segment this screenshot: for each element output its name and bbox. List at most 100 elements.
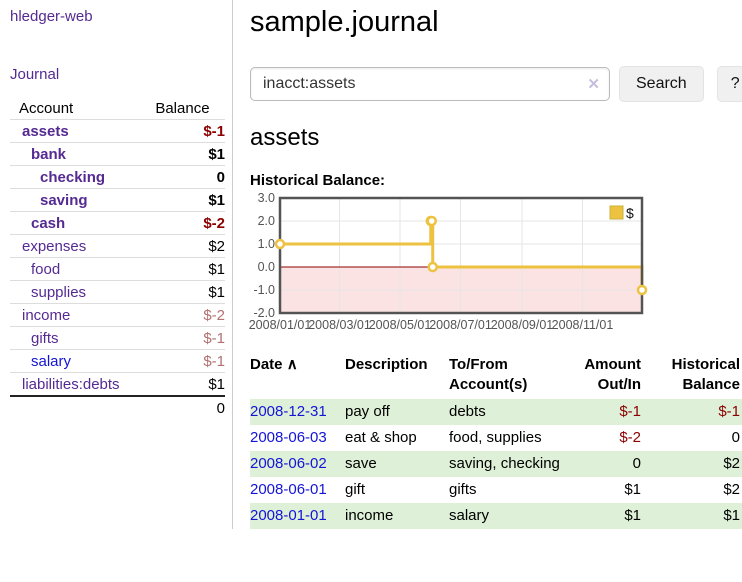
- account-link-bank[interactable]: bank: [31, 146, 67, 163]
- account-row: assets $-1: [10, 119, 225, 143]
- chart-title: Historical Balance:: [250, 172, 386, 189]
- account-balance: $1: [146, 372, 225, 396]
- transaction-accounts: saving, checking: [449, 455, 560, 472]
- page: hledger-web Journal Account Balance asse…: [0, 0, 742, 529]
- svg-text:-2.0: -2.0: [253, 306, 275, 320]
- clear-search-icon[interactable]: ✕: [587, 76, 600, 93]
- historical-balance-chart: $3.0 2.0 1.0 0.0 -1.0 -2.0 2008/01/01 2008/03/0…: [249, 191, 736, 337]
- account-link-gifts[interactable]: gifts: [31, 330, 59, 347]
- transaction-balance: 0: [731, 429, 740, 446]
- account-balance: $2: [146, 234, 225, 258]
- balance-column-header: Balance: [155, 100, 210, 117]
- svg-text:2008/01/01: 2008/01/01: [249, 318, 312, 332]
- app-title: hledger-web: [10, 8, 224, 26]
- search-input[interactable]: [250, 67, 610, 101]
- transaction-date-link[interactable]: 2008-06-01: [250, 481, 327, 498]
- account-row: saving $1: [10, 188, 225, 212]
- accounts-total-row: 0: [10, 395, 225, 419]
- legend-swatch: [609, 205, 624, 220]
- svg-text:3.0: 3.0: [258, 191, 275, 205]
- app-title-link[interactable]: hledger-web: [10, 8, 93, 25]
- account-balance: $1: [146, 142, 225, 166]
- account-balance: $-1: [146, 326, 225, 350]
- account-balance: $1: [146, 280, 225, 304]
- transaction-balance: $-1: [718, 403, 740, 420]
- register-header-row: Date ∧ Description To/From Account(s) Amo…: [250, 353, 742, 399]
- account-balance: $1: [146, 257, 225, 281]
- search-row: ✕ Search ?: [250, 66, 742, 102]
- register-row[interactable]: 2008-12-31 pay off debts $-1 $-1: [250, 399, 742, 425]
- account-link-food[interactable]: food: [31, 261, 61, 278]
- account-link-saving[interactable]: saving: [40, 192, 88, 209]
- svg-text:-1.0: -1.0: [253, 283, 275, 297]
- accounts-total-value: 0: [146, 395, 225, 419]
- svg-text:2008/05/01: 2008/05/01: [369, 318, 432, 332]
- transaction-date-link[interactable]: 2008-06-02: [250, 455, 327, 472]
- account-row: supplies $1: [10, 280, 225, 304]
- account-rows: assets $-1 bank $1 checking 0 saving $1 cash $-2 e…: [10, 119, 225, 396]
- account-row: food $1: [10, 257, 225, 281]
- transaction-description: income: [345, 507, 394, 524]
- account-column-header: Account: [19, 100, 74, 117]
- transaction-date-link[interactable]: 2008-06-03: [250, 429, 327, 446]
- account-balance: $-2: [146, 211, 225, 235]
- transaction-balance: $2: [723, 455, 740, 472]
- transaction-accounts: food, supplies: [449, 429, 542, 446]
- transaction-amount: $-1: [619, 403, 641, 420]
- account-link-checking[interactable]: checking: [40, 169, 106, 186]
- account-balance: $-1: [146, 349, 225, 373]
- sort-ascending-icon: ∧: [286, 356, 298, 373]
- account-link-income[interactable]: income: [22, 307, 71, 324]
- main-content: sample.journal ✕ Search ? assets Histori…: [233, 0, 742, 529]
- svg-text:1.0: 1.0: [258, 237, 275, 251]
- legend-label: $: [626, 205, 634, 221]
- account-link-cash[interactable]: cash: [31, 215, 66, 232]
- svg-text:2008/09/01: 2008/09/01: [491, 318, 554, 332]
- accounts-table-header: Account Balance: [10, 97, 225, 120]
- transaction-amount: $-2: [619, 429, 641, 446]
- transaction-date-link[interactable]: 2008-12-31: [250, 403, 327, 420]
- transaction-balance: $1: [723, 507, 740, 524]
- svg-text:2.0: 2.0: [258, 214, 275, 228]
- account-link-expenses[interactable]: expenses: [22, 238, 87, 255]
- account-heading: assets: [250, 124, 320, 151]
- account-balance: $1: [146, 188, 225, 212]
- svg-text:0.0: 0.0: [258, 260, 275, 274]
- account-link-salary[interactable]: salary: [31, 353, 72, 370]
- transaction-balance: $2: [723, 481, 740, 498]
- transaction-accounts: debts: [449, 403, 486, 420]
- transaction-accounts: gifts: [449, 481, 477, 498]
- svg-text:2008/03/01: 2008/03/01: [308, 318, 371, 332]
- account-link-assets[interactable]: assets: [22, 123, 69, 140]
- page-title: sample.journal: [250, 6, 439, 38]
- accounts-column-header: To/From Account(s): [449, 356, 528, 393]
- transaction-accounts: salary: [449, 507, 490, 524]
- account-row: checking 0: [10, 165, 225, 189]
- account-balance: 0: [146, 165, 225, 189]
- account-link-supplies[interactable]: supplies: [31, 284, 87, 301]
- svg-text:2008/11/01: 2008/11/01: [552, 318, 614, 332]
- transaction-description: gift: [345, 481, 366, 498]
- balance-column-header-register: Historical Balance: [671, 356, 740, 393]
- date-column-header[interactable]: Date ∧: [250, 356, 298, 373]
- transaction-description: eat & shop: [345, 429, 417, 446]
- account-link-liabilities-debts[interactable]: liabilities:debts: [22, 376, 120, 393]
- account-row: liabilities:debts $1: [10, 372, 225, 396]
- sidebar: hledger-web Journal Account Balance asse…: [0, 0, 233, 529]
- account-row: expenses $2: [10, 234, 225, 258]
- register-row[interactable]: 2008-06-03 eat & shop food, supplies $-2 0: [250, 425, 742, 451]
- help-button[interactable]: ?: [716, 66, 742, 102]
- account-balance: $-1: [146, 119, 225, 143]
- search-button[interactable]: Search: [619, 66, 704, 102]
- description-column-header: Description: [345, 356, 428, 373]
- register-row[interactable]: 2008-06-02 save saving, checking 0 $2: [250, 451, 742, 477]
- transaction-date-link[interactable]: 2008-01-01: [250, 507, 327, 524]
- account-row: income $-2: [10, 303, 225, 327]
- register-rows: 2008-12-31 pay off debts $-1 $-1 2008-06-03 ea…: [250, 399, 742, 529]
- register-row[interactable]: 2008-01-01 income salary $1 $1: [250, 503, 742, 529]
- account-balance: $-2: [146, 303, 225, 327]
- transaction-amount: $1: [624, 481, 641, 498]
- register-row[interactable]: 2008-06-01 gift gifts $1 $2: [250, 477, 742, 503]
- sidebar-item-journal[interactable]: Journal: [10, 66, 60, 83]
- transaction-amount: $1: [624, 507, 641, 524]
